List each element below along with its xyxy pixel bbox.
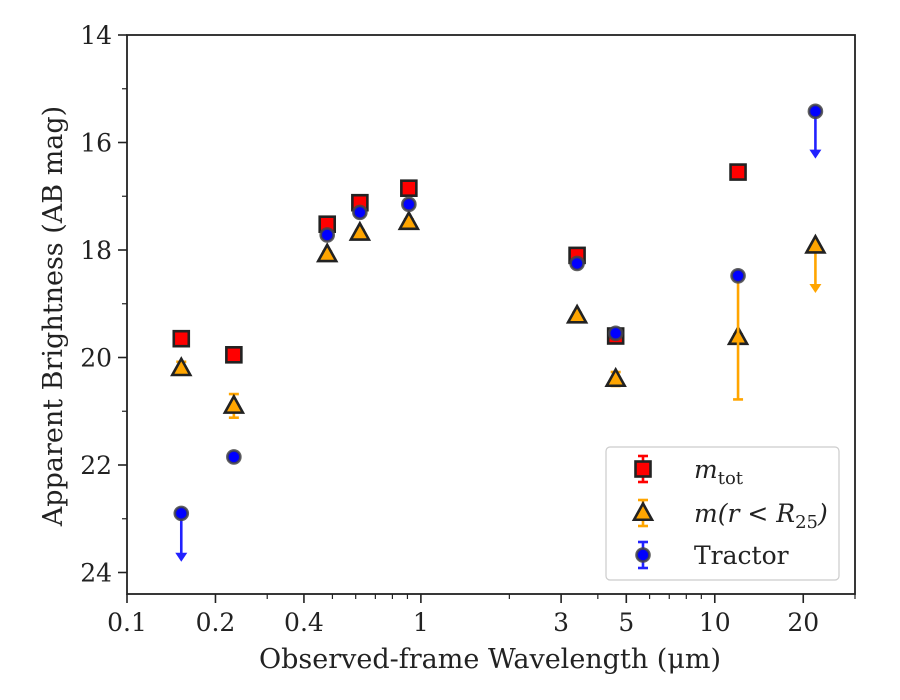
- limit-arrow-head: [809, 149, 822, 159]
- series-2: [173, 103, 824, 562]
- legend-marker: [631, 500, 655, 522]
- legend-entry: mtot: [634, 454, 744, 489]
- series-1: [170, 209, 827, 420]
- data-point: [804, 233, 827, 254]
- data-point: [729, 163, 747, 181]
- data-point: [565, 303, 589, 324]
- x-tick-label: 10: [699, 608, 731, 637]
- y-axis-label: Apparent Brightness (AB mag): [38, 106, 69, 527]
- x-tick-label: 20: [787, 608, 819, 637]
- legend: mtot m(r < R25) Tractor: [605, 446, 840, 581]
- data-point: [807, 103, 824, 120]
- data-point: [319, 227, 336, 243]
- x-tick-label: 0.2: [196, 608, 236, 637]
- legend-marker: [635, 547, 651, 563]
- y-tick-label: 22: [80, 451, 112, 480]
- y-tick-label: 16: [80, 129, 112, 158]
- data-point: [348, 220, 372, 241]
- legend-entry: m(r < R25): [631, 498, 828, 533]
- data-point: [352, 204, 368, 221]
- data-point: [604, 366, 627, 388]
- y-tick-label: 24: [80, 559, 112, 588]
- x-tick-label: 3: [553, 608, 569, 637]
- limit-arrow-head: [809, 284, 822, 293]
- data-point: [730, 267, 746, 284]
- x-tick-label: 5: [618, 608, 634, 637]
- legend-entry: Tractor: [635, 540, 789, 570]
- x-axis: 0.1 0.2 0.4 1 3 5 10 20: [107, 594, 856, 637]
- x-axis-label: Observed-frame Wavelength (μm): [259, 644, 721, 675]
- data-point: [172, 329, 191, 348]
- y-tick-label: 20: [80, 344, 112, 373]
- data-point: [316, 242, 339, 263]
- legend-label: m(r < R25): [694, 499, 828, 533]
- data-marks: [170, 103, 827, 562]
- y-tick-label: 14: [80, 21, 112, 50]
- data-point: [397, 209, 421, 231]
- y-tick-label: 18: [80, 236, 112, 265]
- plot-area: [126, 34, 856, 595]
- data-point: [569, 255, 585, 272]
- x-tick-label: 1: [413, 608, 429, 637]
- limit-arrow-head: [175, 552, 188, 562]
- data-point: [400, 179, 418, 197]
- data-point: [222, 393, 246, 414]
- legend-marker: [634, 460, 652, 478]
- legend-box: [605, 446, 840, 581]
- data-point: [173, 505, 190, 522]
- data-point: [170, 356, 193, 377]
- data-point: [401, 196, 417, 213]
- x-tick-label: 0.1: [107, 608, 147, 637]
- plot-frame: [126, 34, 856, 595]
- data-point: [226, 449, 242, 465]
- x-tick-label: 0.4: [284, 608, 324, 637]
- data-point: [225, 346, 243, 364]
- series-0: [172, 163, 747, 364]
- data-point: [607, 325, 624, 342]
- legend-label: mtot: [694, 455, 744, 489]
- y-axis: 14 16 18 20 22 24: [80, 21, 127, 588]
- legend-label: Tractor: [694, 541, 789, 570]
